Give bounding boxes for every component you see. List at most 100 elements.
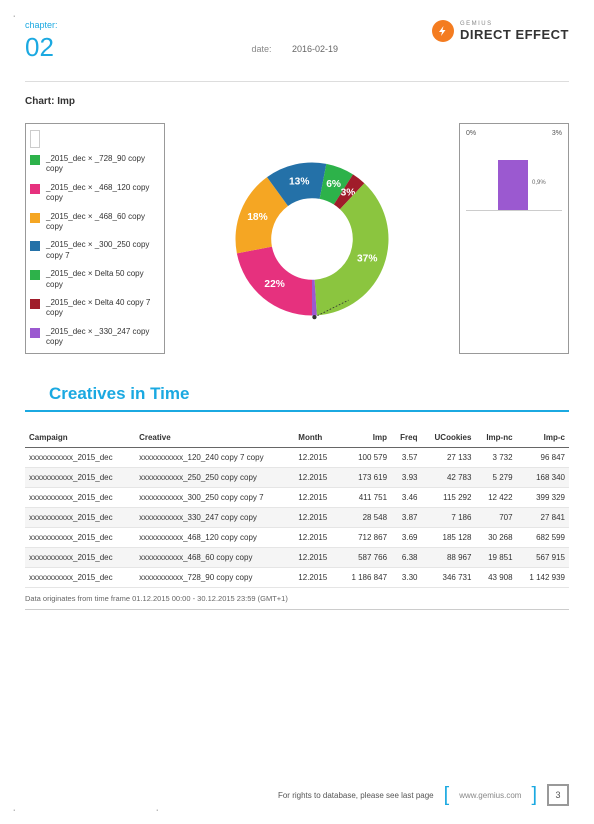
legend-item: _2015_dec × _330_247 copy copy (30, 327, 156, 348)
table-cell: 3.93 (391, 468, 421, 488)
donut-chart-area: 22%18%13%6%3%37% (175, 123, 449, 354)
footer-rights: For rights to database, please see last … (278, 791, 434, 800)
mini-bar-chart: 0% 3% 0,9% (459, 123, 569, 354)
legend-label: _2015_dec × _728_90 copy copy (46, 154, 156, 175)
table-cell: 115 292 (421, 488, 475, 508)
slice-label: 22% (264, 279, 284, 290)
table-row: xxxxxxxxxxx_2015_decxxxxxxxxxxx_728_90 c… (25, 568, 569, 588)
table-cell: 3.57 (391, 448, 421, 468)
title-underline (25, 410, 569, 412)
table-cell: 100 579 (339, 448, 391, 468)
chapter-number: 02 (25, 32, 58, 63)
legend-label: _2015_dec × _468_120 copy copy (46, 183, 156, 204)
table-cell: xxxxxxxxxxx_468_60 copy copy (135, 548, 294, 568)
legend-item: _2015_dec × _728_90 copy copy (30, 154, 156, 175)
donut-chart: 22%18%13%6%3%37% (227, 154, 397, 324)
footer-url: www.gemius.com (459, 791, 521, 800)
table-cell: 399 329 (517, 488, 569, 508)
table-row: xxxxxxxxxxx_2015_decxxxxxxxxxxx_120_240 … (25, 448, 569, 468)
table-cell: 30 268 (475, 528, 516, 548)
table-cell: 587 766 (339, 548, 391, 568)
table-cell: 12 422 (475, 488, 516, 508)
table-cell: xxxxxxxxxxx_250_250 copy copy (135, 468, 294, 488)
table-header: Imp (339, 428, 391, 448)
legend-item: _2015_dec × Delta 40 copy 7 copy (30, 298, 156, 319)
legend-label: _2015_dec × _300_250 copy copy 7 (46, 240, 156, 261)
table-cell: 6.38 (391, 548, 421, 568)
crop-mark: · (155, 806, 161, 812)
table-cell: 712 867 (339, 528, 391, 548)
table-cell: xxxxxxxxxxx_2015_dec (25, 488, 135, 508)
table-header: Imp-c (517, 428, 569, 448)
table-cell: 12.2015 (294, 508, 338, 528)
table-cell: xxxxxxxxxxx_2015_dec (25, 448, 135, 468)
logo-title: DIRECT EFFECT (460, 27, 569, 42)
legend-label: _2015_dec × _330_247 copy copy (46, 327, 156, 348)
table-cell: 12.2015 (294, 528, 338, 548)
table-cell: 12.2015 (294, 448, 338, 468)
crop-mark: · (12, 12, 18, 18)
mini-left-label: 0% (466, 130, 476, 137)
creatives-table: CampaignCreativeMonthImpFreqUCookiesImp-… (25, 428, 569, 588)
table-cell: xxxxxxxxxxx_2015_dec (25, 568, 135, 588)
table-cell: xxxxxxxxxxx_300_250 copy copy 7 (135, 488, 294, 508)
chart-section: _2015_dec × _728_90 copy copy _2015_dec ×… (25, 123, 569, 354)
table-header: Creative (135, 428, 294, 448)
legend-label: _2015_dec × Delta 50 copy copy (46, 269, 156, 290)
section-title: Creatives in Time (49, 384, 569, 404)
table-cell: 43 908 (475, 568, 516, 588)
table-cell: xxxxxxxxxxx_468_120 copy copy (135, 528, 294, 548)
table-cell: 173 619 (339, 468, 391, 488)
table-cell: xxxxxxxxxxx_120_240 copy 7 copy (135, 448, 294, 468)
table-cell: xxxxxxxxxxx_2015_dec (25, 528, 135, 548)
table-cell: xxxxxxxxxxx_330_247 copy copy (135, 508, 294, 528)
table-cell: 3.87 (391, 508, 421, 528)
table-header: Imp-nc (475, 428, 516, 448)
table-cell: 19 851 (475, 548, 516, 568)
legend-header-swatch (30, 130, 40, 148)
table-cell: 7 186 (421, 508, 475, 528)
slice-label: 18% (247, 212, 267, 223)
legend-item: _2015_dec × _468_120 copy copy (30, 183, 156, 204)
chapter-label: chapter: (25, 20, 58, 30)
legend-swatch (30, 213, 40, 223)
table-cell: 27 841 (517, 508, 569, 528)
legend-swatch (30, 328, 40, 338)
table-cell: xxxxxxxxxxx_2015_dec (25, 468, 135, 488)
table-cell: xxxxxxxxxxx_2015_dec (25, 548, 135, 568)
legend-item: _2015_dec × Delta 50 copy copy (30, 269, 156, 290)
table-cell: 42 783 (421, 468, 475, 488)
page-header: chapter: 02 date: 2016-02-19 GEMIUS DIRE… (25, 20, 569, 63)
table-row: xxxxxxxxxxx_2015_decxxxxxxxxxxx_330_247 … (25, 508, 569, 528)
table-cell: 96 847 (517, 448, 569, 468)
table-cell: 1 186 847 (339, 568, 391, 588)
bracket-left-icon: [ (444, 785, 450, 805)
legend-item: _2015_dec × _300_250 copy copy 7 (30, 240, 156, 261)
donut-slice (315, 183, 389, 315)
table-cell: 682 599 (517, 528, 569, 548)
bolt-icon (432, 20, 454, 42)
legend-label: _2015_dec × _468_60 copy copy (46, 212, 156, 233)
table-cell: 411 751 (339, 488, 391, 508)
legend-swatch (30, 270, 40, 280)
table-header: UCookies (421, 428, 475, 448)
table-cell: xxxxxxxxxxx_2015_dec (25, 508, 135, 528)
table-cell: 567 915 (517, 548, 569, 568)
brand-logo: GEMIUS DIRECT EFFECT (432, 20, 569, 42)
table-cell: 12.2015 (294, 568, 338, 588)
table-cell: 1 142 939 (517, 568, 569, 588)
mini-bar (498, 160, 528, 210)
page-number: 3 (547, 784, 569, 806)
table-cell: 12.2015 (294, 488, 338, 508)
table-header: Campaign (25, 428, 135, 448)
table-header: Month (294, 428, 338, 448)
table-cell: 3.30 (391, 568, 421, 588)
divider (25, 81, 569, 82)
legend-swatch (30, 241, 40, 251)
table-cell: 5 279 (475, 468, 516, 488)
bracket-right-icon: ] (531, 785, 537, 805)
table-note: Data originates from time frame 01.12.20… (25, 594, 569, 610)
legend-swatch (30, 155, 40, 165)
table-row: xxxxxxxxxxx_2015_decxxxxxxxxxxx_468_120 … (25, 528, 569, 548)
table-cell: 3.46 (391, 488, 421, 508)
